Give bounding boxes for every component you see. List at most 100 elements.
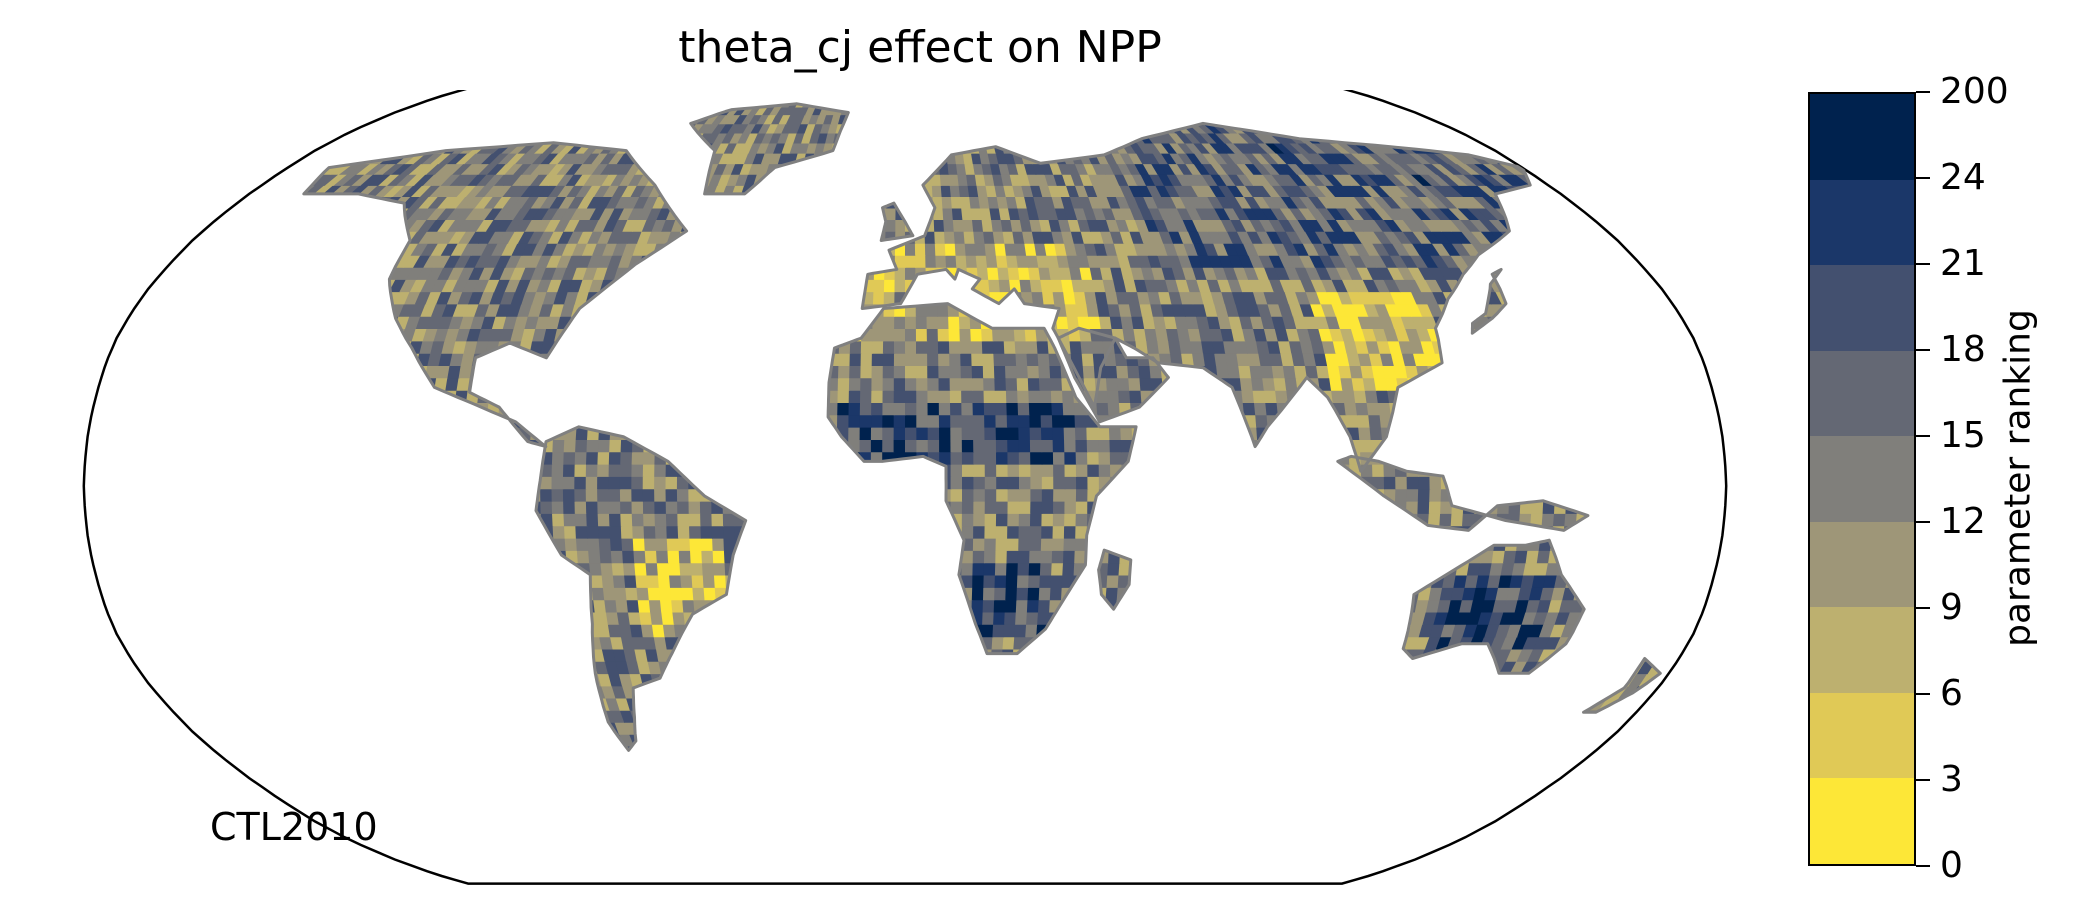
grid-cell <box>585 500 599 514</box>
grid-cell <box>1317 377 1332 391</box>
grid-cell <box>600 562 614 576</box>
grid-cell <box>1063 537 1076 551</box>
grid-cell <box>1030 476 1043 490</box>
grid-cell <box>672 611 686 625</box>
grid-cell <box>574 500 587 514</box>
grid-cell <box>1041 513 1054 527</box>
grid-cell <box>1016 365 1029 379</box>
grid-cell <box>1075 500 1089 514</box>
grid-cell <box>677 513 690 527</box>
grid-cell <box>1532 611 1549 625</box>
grid-cell <box>1364 389 1379 403</box>
grid-cell <box>1038 377 1052 391</box>
grid-cell <box>586 513 599 527</box>
grid-cell <box>1062 389 1075 403</box>
grid-cell <box>723 525 736 539</box>
grid-cell <box>996 451 1009 465</box>
grid-cell <box>689 537 703 551</box>
grid-cell <box>552 513 565 527</box>
grid-cell <box>575 525 589 539</box>
grid-cell <box>1406 488 1419 502</box>
grid-cell <box>995 537 1008 551</box>
grid-cell <box>1041 451 1054 465</box>
grid-cell <box>1006 537 1020 551</box>
grid-cell <box>1258 352 1273 366</box>
grid-cell <box>1107 562 1121 576</box>
grid-cell <box>609 525 623 539</box>
grid-cell <box>961 426 974 440</box>
grid-cell <box>893 402 906 416</box>
grid-cell <box>619 476 633 490</box>
grid-cell <box>1061 574 1075 588</box>
grid-cell <box>712 550 726 564</box>
grid-cell <box>1520 574 1536 588</box>
grid-cell <box>982 352 995 366</box>
grid-cell <box>601 574 615 588</box>
grid-cell <box>960 352 973 366</box>
grid-cell <box>971 365 984 379</box>
grid-cell <box>994 587 1007 601</box>
grid-cell <box>1069 340 1083 354</box>
grid-cell <box>540 500 553 514</box>
grid-cell <box>984 451 997 465</box>
grid-cell <box>1249 365 1263 379</box>
grid-cell <box>983 587 996 601</box>
grid-cell <box>1489 562 1504 576</box>
grid-cell <box>540 476 553 490</box>
grid-cell <box>441 340 457 354</box>
grid-cell <box>1466 611 1483 625</box>
grid-cell <box>1418 624 1435 638</box>
grid-cell <box>1551 587 1567 601</box>
grid-cell <box>576 550 590 564</box>
grid-cell <box>1543 574 1558 588</box>
grid-cell <box>927 389 940 403</box>
grid-cell <box>634 562 648 576</box>
grid-cell <box>1138 365 1152 379</box>
grid-cell <box>973 500 986 514</box>
grid-cell <box>994 377 1007 391</box>
grid-cell <box>972 574 985 588</box>
grid-cell <box>1409 340 1425 354</box>
grid-cell <box>1098 451 1111 465</box>
grid-cell <box>609 513 622 527</box>
grid-cell <box>916 377 929 391</box>
grid-cell <box>837 414 850 428</box>
grid-cell <box>1074 426 1088 440</box>
grid-cell <box>1404 365 1420 379</box>
grid-cell <box>658 587 672 601</box>
grid-cell <box>1029 439 1043 453</box>
grid-cell <box>488 328 504 342</box>
grid-cell <box>1444 611 1460 625</box>
grid-cell <box>981 340 995 354</box>
grid-cell <box>984 426 997 440</box>
grid-cell <box>551 476 564 490</box>
grid-cell <box>1016 377 1030 391</box>
grid-cell <box>1018 451 1032 465</box>
grid-cell <box>1316 365 1330 379</box>
grid-cell <box>1338 365 1353 379</box>
grid-cell <box>1106 389 1120 403</box>
grid-cell <box>973 476 986 490</box>
grid-cell <box>642 636 657 650</box>
grid-cell <box>631 463 644 477</box>
grid-cell <box>1282 365 1297 379</box>
grid-cell <box>1260 365 1275 379</box>
grid-cell <box>1411 611 1427 625</box>
grid-cell <box>655 537 669 551</box>
grid-cell <box>1277 340 1293 354</box>
grid-cell <box>588 550 602 564</box>
grid-cell <box>848 389 861 403</box>
grid-cell <box>562 476 576 490</box>
grid-cell <box>1455 611 1471 625</box>
grid-cell <box>599 636 614 650</box>
grid-cell <box>702 574 716 588</box>
grid-cell <box>597 463 610 477</box>
grid-cell <box>1098 439 1111 453</box>
grid-cell <box>654 463 667 477</box>
grid-cell <box>1214 352 1228 366</box>
grid-cell <box>995 426 1008 440</box>
grid-cell <box>1082 365 1096 379</box>
grid-cell <box>1017 402 1031 416</box>
grid-cell <box>927 377 940 391</box>
grid-cell <box>452 340 468 354</box>
